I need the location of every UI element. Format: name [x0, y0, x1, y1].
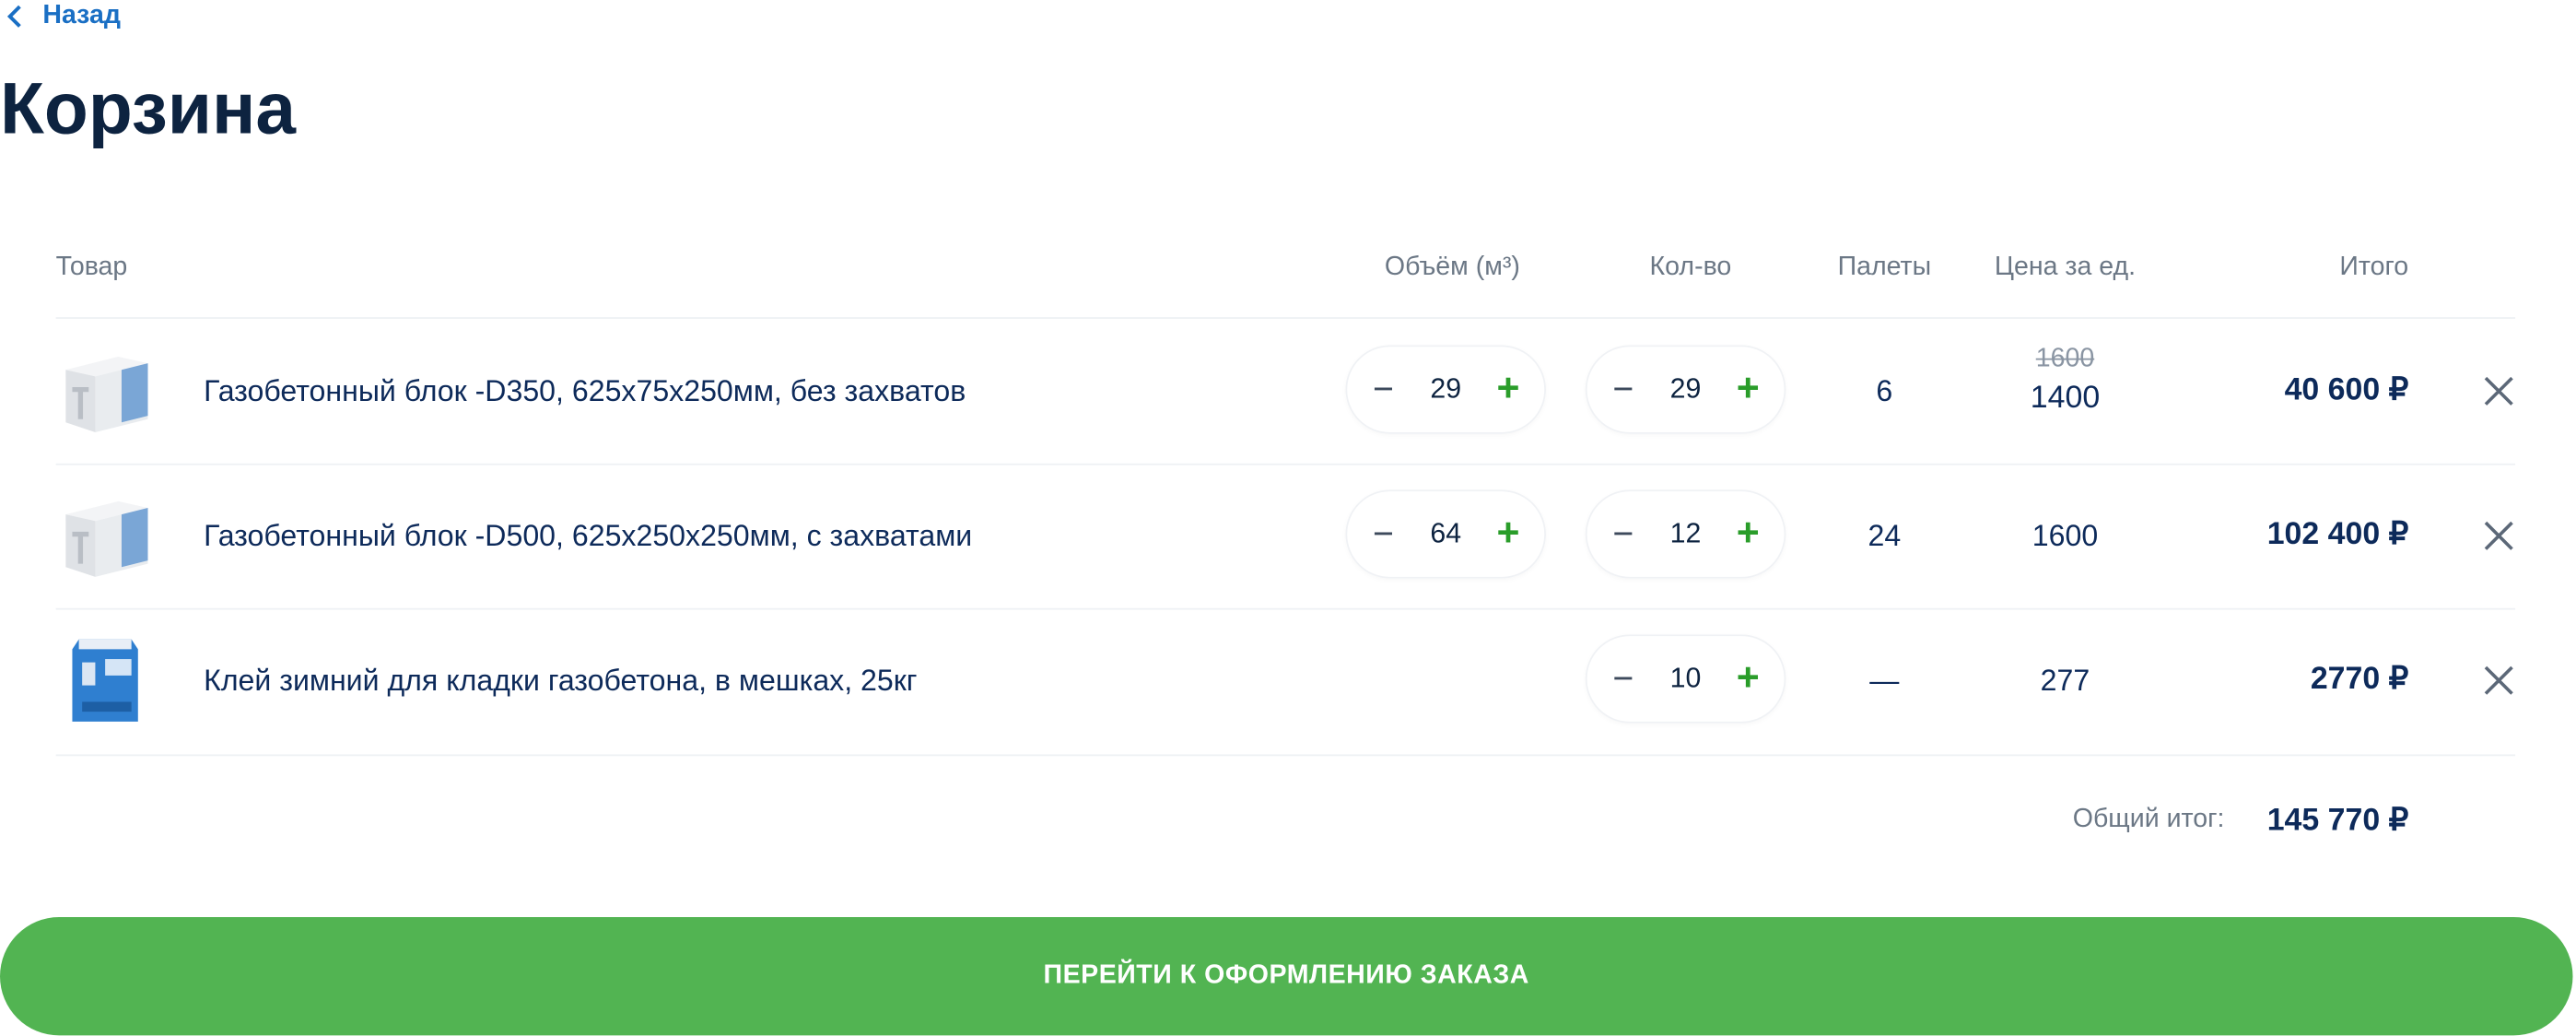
product-name[interactable]: Клей зимний для кладки газобетона, в меш… [204, 664, 918, 698]
decrement-button[interactable]: − [1612, 512, 1634, 554]
volume-value[interactable]: 64 [1430, 517, 1462, 549]
row-total: 102 400 ₽ [2266, 517, 2409, 553]
page-title: Корзина [0, 68, 296, 150]
quantity-stepper: − 10 + [1585, 634, 1786, 724]
column-header-unit-price: Цена за ед. [1994, 253, 2137, 281]
unit-price: 1600 [2032, 519, 2099, 553]
chevron-left-icon [6, 5, 21, 28]
glue-bag-image [72, 639, 138, 722]
aerated-block-image [65, 500, 148, 577]
quantity-stepper: − 29 + [1585, 345, 1786, 434]
cart-row: Клей зимний для кладки газобетона, в меш… [0, 608, 2576, 753]
back-label: Назад [42, 1, 121, 30]
divider [55, 463, 2516, 465]
unit-price: 1400 [2030, 381, 2101, 417]
column-header-volume: Объём (м³) [1384, 253, 1520, 281]
decrement-button[interactable]: − [1372, 368, 1394, 410]
grand-total-value: 145 770 ₽ [2266, 803, 2409, 839]
unit-price: 277 [2040, 664, 2090, 698]
remove-icon[interactable] [2481, 373, 2517, 409]
divider [55, 607, 2516, 610]
old-price: 1600 [2035, 345, 2095, 373]
volume-stepper: − 64 + [1345, 489, 1546, 579]
grand-total-label: Общий итог: [2072, 805, 2225, 834]
divider [55, 754, 2516, 757]
quantity-value[interactable]: 29 [1669, 372, 1702, 405]
volume-stepper: − 29 + [1345, 345, 1546, 434]
remove-icon[interactable] [2481, 663, 2517, 699]
decrement-button[interactable]: − [1612, 368, 1634, 410]
pallets-value: 6 [1876, 374, 1893, 408]
quantity-value[interactable]: 12 [1669, 517, 1702, 549]
row-total: 2770 ₽ [2310, 662, 2409, 698]
product-name[interactable]: Газобетонный блок -D350, 625x75x250мм, б… [204, 374, 966, 408]
column-header-quantity: Кол-во [1649, 253, 1732, 281]
volume-value[interactable]: 29 [1430, 372, 1462, 405]
cart-row: Газобетонный блок -D500, 625x250x250мм, … [0, 464, 2576, 608]
pallets-value: — [1869, 664, 1900, 698]
pallets-value: 24 [1868, 519, 1902, 553]
row-total: 40 600 ₽ [2284, 372, 2409, 408]
quantity-value[interactable]: 10 [1669, 662, 1702, 694]
product-name[interactable]: Газобетонный блок -D500, 625x250x250мм, … [204, 519, 973, 553]
decrement-button[interactable]: − [1612, 657, 1634, 699]
quantity-stepper: − 12 + [1585, 489, 1786, 579]
column-header-product: Товар [55, 253, 128, 281]
increment-button[interactable]: + [1736, 511, 1760, 556]
decrement-button[interactable]: − [1372, 512, 1394, 554]
checkout-button[interactable]: ПЕРЕЙТИ К ОФОРМЛЕНИЮ ЗАКАЗА [0, 917, 2573, 1036]
increment-button[interactable]: + [1736, 655, 1760, 700]
increment-button[interactable]: + [1736, 366, 1760, 411]
increment-button[interactable]: + [1496, 511, 1520, 556]
cart-row: Газобетонный блок -D350, 625x75x250мм, б… [0, 319, 2576, 464]
column-header-total: Итого [2339, 253, 2409, 281]
divider [55, 317, 2516, 319]
remove-icon[interactable] [2481, 518, 2517, 554]
back-link[interactable]: Назад [6, 2, 121, 31]
aerated-block-image [65, 356, 148, 432]
increment-button[interactable]: + [1496, 366, 1520, 411]
column-header-pallets: Палеты [1837, 253, 1932, 281]
